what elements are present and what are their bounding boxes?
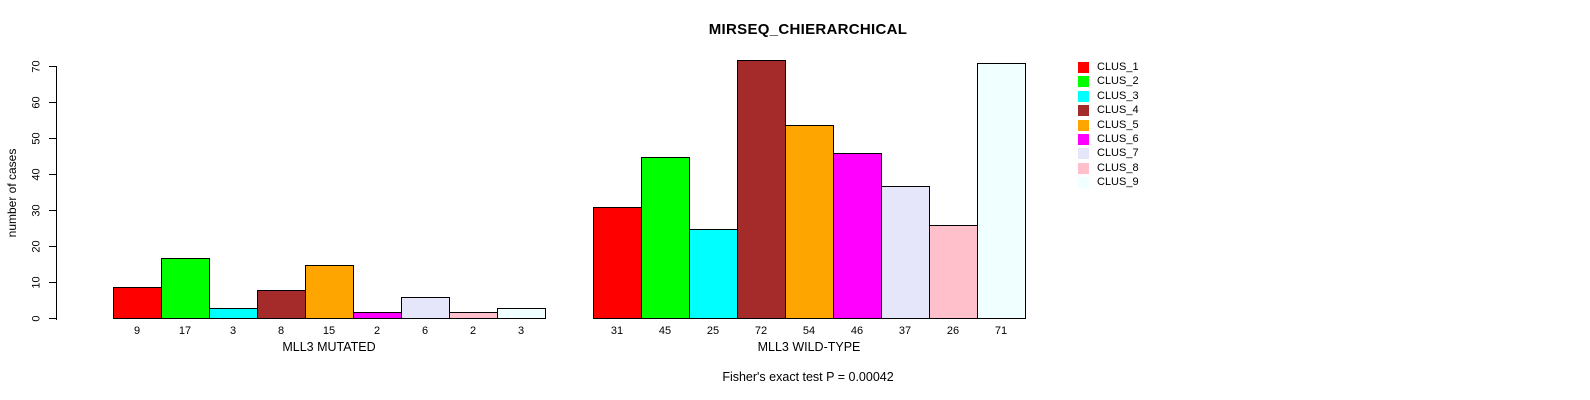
- legend-row-clus_9: CLUS_9: [1078, 176, 1139, 189]
- bar-value-label: 46: [850, 325, 864, 337]
- bar-clus_8-group1: [929, 225, 978, 319]
- y-tick-label: 70: [30, 60, 43, 73]
- legend-row-clus_5: CLUS_5: [1078, 118, 1139, 131]
- legend-color-swatch: [1078, 133, 1089, 145]
- y-tick-label: 40: [30, 168, 43, 181]
- legend-label: CLUS_5: [1097, 118, 1139, 131]
- bar-value-label: 8: [277, 325, 285, 337]
- legend-row-clus_4: CLUS_4: [1078, 104, 1139, 117]
- y-tick-mark: [49, 318, 57, 319]
- bar-value-label: 15: [322, 325, 336, 337]
- legend-label: CLUS_8: [1097, 161, 1139, 174]
- bar-value-label: 9: [133, 325, 141, 337]
- legend-color-swatch: [1078, 76, 1089, 88]
- chart-title: MIRSEQ_CHIERARCHICAL: [708, 21, 908, 38]
- bar-clus_4-group0: [257, 290, 306, 319]
- bar-value-label: 2: [469, 325, 477, 337]
- bar-value-label: 54: [802, 325, 816, 337]
- y-axis-label: number of cases: [5, 148, 19, 238]
- y-tick-mark: [49, 246, 57, 247]
- legend-label: CLUS_3: [1097, 89, 1139, 102]
- bar-value-label: 6: [421, 325, 429, 337]
- legend-row-clus_3: CLUS_3: [1078, 89, 1139, 102]
- bar-clus_9-group0: [497, 308, 546, 319]
- legend-row-clus_6: CLUS_6: [1078, 132, 1139, 145]
- bar-value-label: 3: [517, 325, 525, 337]
- legend-color-swatch: [1078, 177, 1089, 189]
- bar-value-label: 25: [706, 325, 720, 337]
- bar-value-label: 3: [229, 325, 237, 337]
- bar-value-label: 2: [373, 325, 381, 337]
- bar-clus_1-group0: [113, 287, 162, 319]
- legend-color-swatch: [1078, 90, 1089, 102]
- bar-clus_6-group0: [353, 312, 402, 319]
- bar-value-label: 17: [178, 325, 192, 337]
- x-group-label-wildtype: MLL3 WILD-TYPE: [757, 340, 861, 354]
- legend-label: CLUS_1: [1097, 61, 1139, 73]
- bar-value-label: 26: [946, 325, 960, 337]
- bar-value-label: 31: [610, 325, 624, 337]
- legend-label: CLUS_4: [1097, 104, 1139, 117]
- legend-color-swatch: [1078, 162, 1089, 174]
- y-tick-label: 10: [30, 276, 43, 289]
- bar-clus_7-group1: [881, 186, 930, 319]
- bar-clus_1-group1: [593, 207, 642, 319]
- x-group-label-mutated: MLL3 MUTATED: [282, 340, 376, 354]
- y-tick-label: 20: [30, 240, 43, 253]
- y-tick-mark: [49, 66, 57, 67]
- y-tick-mark: [49, 174, 57, 175]
- y-tick-label: 30: [30, 204, 43, 217]
- fisher-test-annotation: Fisher's exact test P = 0.00042: [722, 370, 894, 384]
- legend-color-swatch: [1078, 148, 1089, 160]
- legend-label: CLUS_6: [1097, 132, 1139, 145]
- legend-row-clus_7: CLUS_7: [1078, 147, 1139, 160]
- legend-label: CLUS_2: [1097, 75, 1139, 88]
- legend-row-clus_2: CLUS_2: [1078, 75, 1139, 88]
- legend-label: CLUS_9: [1097, 176, 1139, 189]
- bar-value-label: 37: [898, 325, 912, 337]
- bar-clus_7-group0: [401, 297, 450, 319]
- bar-clus_3-group0: [209, 308, 258, 319]
- y-tick-label: 0: [30, 315, 43, 322]
- legend-row-clus_1: CLUS_1: [1078, 62, 1139, 73]
- cluster-legend: CLUS_1 CLUS_2 CLUS_3 CLUS_4 CLUS_5 CLUS_6 CLUS…: [1078, 62, 1139, 192]
- y-tick-label: 50: [30, 132, 43, 145]
- legend-row-clus_8: CLUS_8: [1078, 161, 1139, 174]
- bar-clus_9-group1: [977, 63, 1026, 319]
- y-tick-mark: [49, 138, 57, 139]
- bar-clus_5-group0: [305, 265, 354, 319]
- y-axis-line: [56, 67, 57, 320]
- bar-clus_6-group1: [833, 153, 882, 319]
- bar-clus_3-group1: [689, 229, 738, 319]
- bar-clus_4-group1: [737, 60, 786, 319]
- bar-clus_5-group1: [785, 125, 834, 319]
- bar-value-label: 72: [754, 325, 768, 337]
- legend-color-swatch: [1078, 105, 1089, 117]
- bar-clus_2-group1: [641, 157, 690, 319]
- y-tick-mark: [49, 102, 57, 103]
- bar-value-label: 71: [994, 325, 1008, 337]
- bar-clus_2-group0: [161, 258, 210, 319]
- bar-clus_8-group0: [449, 312, 498, 319]
- y-tick-label: 60: [30, 96, 43, 109]
- bar-value-label: 45: [658, 325, 672, 337]
- y-tick-mark: [49, 210, 57, 211]
- y-tick-mark: [49, 282, 57, 283]
- legend-color-swatch: [1078, 62, 1089, 73]
- legend-color-swatch: [1078, 119, 1089, 131]
- legend-label: CLUS_7: [1097, 147, 1139, 160]
